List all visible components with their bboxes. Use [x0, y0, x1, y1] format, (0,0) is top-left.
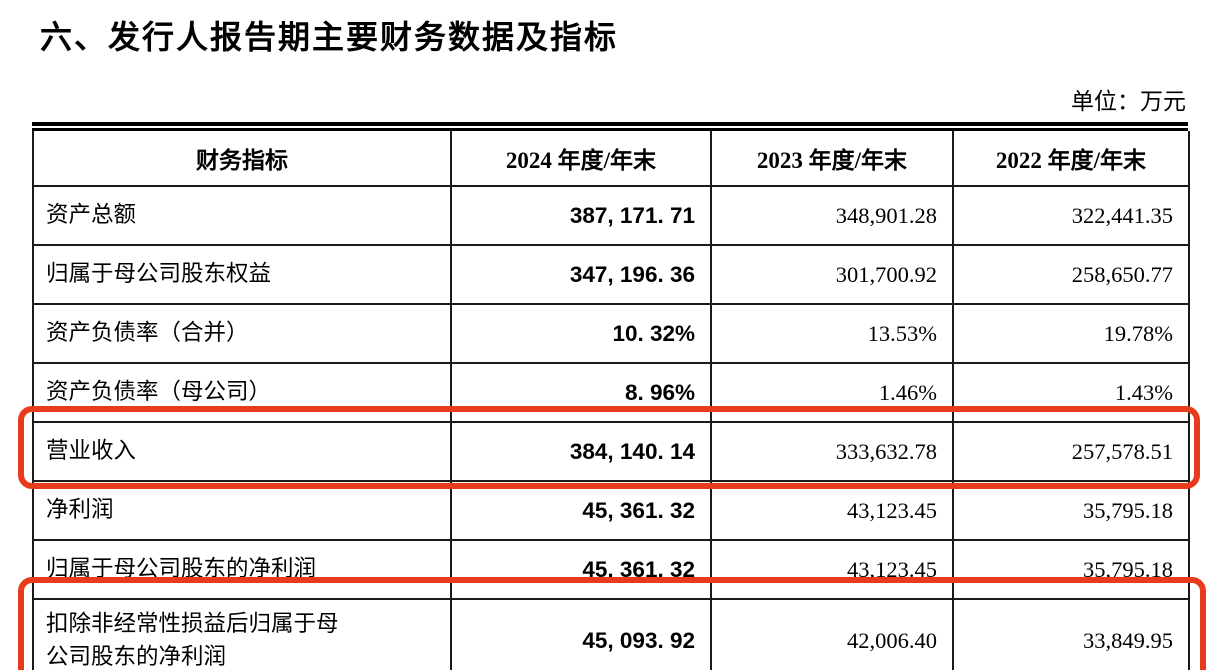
- value-2022: 35,795.18: [952, 481, 1190, 541]
- row-label: 净利润: [32, 481, 452, 541]
- row-label: 归属于母公司股东权益: [32, 245, 452, 305]
- value-2024: 10. 32%: [450, 304, 712, 364]
- value-2023: 13.53%: [710, 304, 954, 364]
- table-row-parent-equity: 归属于母公司股东权益 347, 196. 36 301,700.92 258,6…: [32, 245, 1190, 305]
- value-2022: 258,650.77: [952, 245, 1190, 305]
- value-2022: 322,441.35: [952, 186, 1190, 246]
- value-2023: 1.46%: [710, 363, 954, 423]
- value-2024: 45, 093. 92: [450, 599, 712, 670]
- table-top-double-rule: [32, 122, 1188, 131]
- row-label: 扣除非经常性损益后归属于母 公司股东的净利润: [32, 599, 452, 670]
- table-row-operating-revenue: 营业收入 384, 140. 14 333,632.78 257,578.51: [32, 422, 1190, 482]
- row-label: 归属于母公司股东的净利润: [32, 540, 452, 600]
- value-2024: 45, 361. 32: [450, 540, 712, 600]
- value-2024: 45, 361. 32: [450, 481, 712, 541]
- financial-table: 财务指标 2024 年度/年末 2023 年度/年末 2022 年度/年末 资产…: [32, 131, 1190, 670]
- table-row-net-profit-parent: 归属于母公司股东的净利润 45, 361. 32 43,123.45 35,79…: [32, 540, 1190, 600]
- financial-indicators-table: 财务指标 2024 年度/年末 2023 年度/年末 2022 年度/年末 资产…: [18, 122, 1206, 670]
- value-2024: 387, 171. 71: [450, 186, 712, 246]
- row-label: 资产总额: [32, 186, 452, 246]
- row-label: 资产负债率（母公司）: [32, 363, 452, 423]
- value-2023: 42,006.40: [710, 599, 954, 670]
- value-2023: 348,901.28: [710, 186, 954, 246]
- table-row-net-profit: 净利润 45, 361. 32 43,123.45 35,795.18: [32, 481, 1190, 541]
- unit-label: 单位：万元: [1071, 89, 1186, 114]
- header-2024: 2024 年度/年末: [450, 131, 712, 187]
- table-row-debt-ratio-consolidated: 资产负债率（合并） 10. 32% 13.53% 19.78%: [32, 304, 1190, 364]
- value-2024: 347, 196. 36: [450, 245, 712, 305]
- value-2023: 43,123.45: [710, 540, 954, 600]
- section-title: 六、发行人报告期主要财务数据及指标: [40, 19, 619, 55]
- value-2022: 33,849.95: [952, 599, 1190, 670]
- row-label: 营业收入: [32, 422, 452, 482]
- row-label: 资产负债率（合并）: [32, 304, 452, 364]
- header-2022: 2022 年度/年末: [952, 131, 1190, 187]
- value-2024: 8. 96%: [450, 363, 712, 423]
- value-2022: 257,578.51: [952, 422, 1190, 482]
- value-2022: 19.78%: [952, 304, 1190, 364]
- value-2024: 384, 140. 14: [450, 422, 712, 482]
- value-2022: 35,795.18: [952, 540, 1190, 600]
- value-2023: 333,632.78: [710, 422, 954, 482]
- value-2023: 301,700.92: [710, 245, 954, 305]
- table-row-total-assets: 资产总额 387, 171. 71 348,901.28 322,441.35: [32, 186, 1190, 246]
- header-indicator: 财务指标: [32, 131, 452, 187]
- table-row-debt-ratio-parent: 资产负债率（母公司） 8. 96% 1.46% 1.43%: [32, 363, 1190, 423]
- value-2022: 1.43%: [952, 363, 1190, 423]
- table-row-deducted-net-profit: 扣除非经常性损益后归属于母 公司股东的净利润 45, 093. 92 42,00…: [32, 599, 1190, 670]
- table-header-row: 财务指标 2024 年度/年末 2023 年度/年末 2022 年度/年末: [32, 131, 1190, 187]
- header-2023: 2023 年度/年末: [710, 131, 954, 187]
- value-2023: 43,123.45: [710, 481, 954, 541]
